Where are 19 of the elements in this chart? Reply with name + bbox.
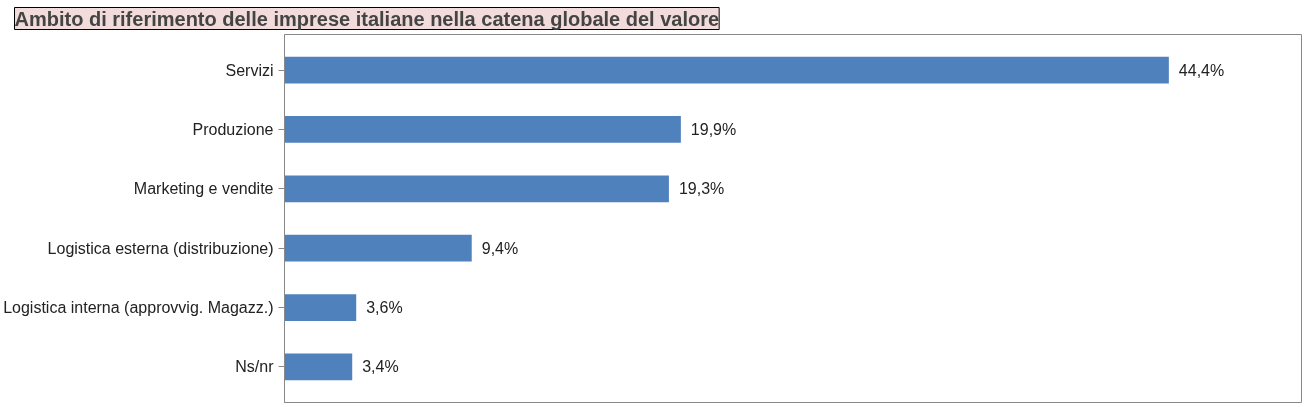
data-label: 44,4% [1178, 61, 1225, 79]
y-tick-label: Produzione [192, 120, 274, 138]
y-tick-label: Marketing e vendite [133, 180, 274, 198]
bar [284, 234, 472, 262]
data-label: 19,9% [690, 120, 737, 138]
data-label: 3,4% [362, 358, 399, 376]
data-label: 9,4% [481, 239, 519, 257]
y-tick-label: Logistica interna (approvvig. Magazz.) [3, 299, 274, 317]
y-tick-label: Logistica esterna (distribuzione) [47, 239, 274, 257]
bar [284, 294, 357, 321]
y-tick-label: Ns/nr [235, 358, 275, 376]
bar [284, 353, 353, 381]
chart-title: Ambito di riferimento delle imprese italiane nella catena globale del valore [14, 7, 720, 30]
bar [284, 116, 681, 143]
bar [284, 56, 1169, 84]
y-tick-label: Servizi [225, 61, 274, 79]
data-label: 3,6% [366, 299, 403, 317]
data-label: 19,3% [678, 180, 725, 198]
bar [284, 175, 669, 203]
